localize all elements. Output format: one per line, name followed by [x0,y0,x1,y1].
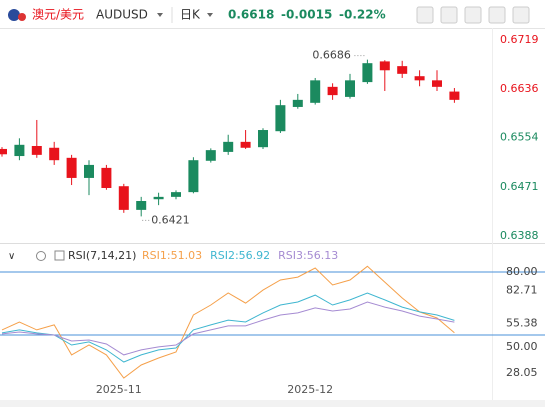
candle-body [223,141,234,152]
y-tick-label: 0.6636 [500,82,539,95]
y-tick-label: 28.05 [506,366,538,379]
candle-body [153,196,164,200]
candle-body [84,164,94,178]
candle-body [188,160,199,193]
change: -0.0015 [281,8,332,22]
tool-icon[interactable] [440,6,458,24]
candle-body [345,80,355,97]
y-tick-label: 55.38 [506,317,538,330]
period[interactable]: 日K [180,8,201,22]
candle-body [31,145,42,155]
candle-body [310,80,321,103]
candle-body [275,105,286,132]
tool-icon[interactable] [416,6,434,24]
tool-icons[interactable] [416,6,530,24]
legend-entry: RSI2:56.92 [210,249,270,262]
candle-body [205,150,216,161]
pair-name[interactable]: 澳元/美元 [32,8,84,22]
candle-body [432,80,442,87]
flag-icon [8,9,20,21]
tool-icon[interactable] [464,6,482,24]
scrollbar [0,400,545,407]
rsi-line [1,292,455,363]
candle-body [379,61,390,71]
y-tick-label: 50.00 [506,340,538,353]
y-tick-label: 0.6554 [500,131,539,144]
tool-icon[interactable] [488,6,506,24]
y-tick-label: 0.6719 [500,33,539,46]
dropdown-icon[interactable] [207,13,213,17]
candle-body [0,148,7,155]
price: 0.6618 [228,8,274,22]
legend-entry: RSI1:51.03 [142,249,202,262]
y-tick-label: 82.71 [506,283,538,296]
candle-body [136,201,147,210]
dropdown-icon[interactable] [157,13,163,17]
change-pct: -0.22% [339,8,386,22]
collapse-icon[interactable]: ∨ [8,251,15,262]
y-tick-label: 0.6388 [500,229,539,242]
candle-body [171,192,181,197]
candle-body [362,63,373,83]
candle-body [397,66,408,74]
x-tick-label: 2025-11 [96,383,142,396]
annotation: 0.6421 [151,213,190,226]
candle-body [240,141,251,148]
annotation: 0.6686 [312,49,351,62]
y-tick-label: 0.6471 [500,180,539,193]
candle-body [292,99,303,107]
tool-icon[interactable] [512,6,530,24]
symbol[interactable]: AUDUSD [96,8,148,22]
candle-body [49,147,60,161]
candle-body [449,91,460,100]
candle-body [66,157,77,178]
candle-body [414,76,425,81]
indicator-title: RSI(7,14,21) [68,249,136,262]
rsi-line [1,301,455,356]
candle-body [118,186,129,210]
indicator-icon[interactable] [54,250,65,261]
x-tick-label: 2025-12 [287,383,333,396]
settings-icon[interactable] [36,251,46,261]
candle-body [101,167,112,188]
rsi-line [1,265,455,379]
candle-body [327,86,338,96]
y-tick-label: 80.00 [506,265,538,278]
candle-body [258,130,268,148]
flag-icon [18,13,26,21]
candle-body [14,144,25,157]
legend-entry: RSI3:56.13 [278,249,338,262]
